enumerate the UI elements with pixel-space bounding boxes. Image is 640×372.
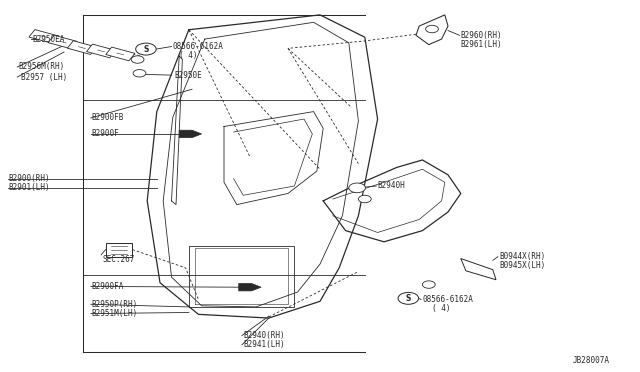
Text: B2940H: B2940H: [378, 182, 405, 190]
Circle shape: [358, 195, 371, 203]
Circle shape: [398, 292, 419, 304]
Text: B2940(RH): B2940(RH): [243, 331, 285, 340]
Polygon shape: [106, 47, 135, 61]
Polygon shape: [86, 44, 116, 58]
Text: S: S: [406, 294, 411, 303]
Polygon shape: [29, 30, 58, 43]
Circle shape: [136, 43, 156, 55]
Polygon shape: [461, 259, 496, 280]
Polygon shape: [416, 15, 448, 45]
Text: B2900FB: B2900FB: [92, 113, 124, 122]
Text: 08566-6162A: 08566-6162A: [173, 42, 223, 51]
Text: B2901(LH): B2901(LH): [8, 183, 50, 192]
Polygon shape: [48, 35, 77, 49]
Bar: [106, 243, 132, 257]
Text: 08566-6162A: 08566-6162A: [422, 295, 473, 304]
Text: B2961(LH): B2961(LH): [461, 40, 502, 49]
Polygon shape: [67, 41, 97, 54]
Text: B2950E: B2950E: [174, 71, 202, 80]
Text: SEC.267: SEC.267: [102, 255, 135, 264]
Text: B2951M(LH): B2951M(LH): [92, 309, 138, 318]
Text: B2950P(RH): B2950P(RH): [92, 300, 138, 309]
Text: JB28007A: JB28007A: [573, 356, 610, 365]
Circle shape: [349, 183, 365, 193]
Text: B0944X(RH): B0944X(RH): [499, 252, 545, 261]
Polygon shape: [179, 130, 202, 138]
Text: B2956M(RH): B2956M(RH): [18, 62, 64, 71]
Text: B2900FA: B2900FA: [92, 282, 124, 291]
Polygon shape: [239, 283, 261, 291]
Text: B2941(LH): B2941(LH): [243, 340, 285, 349]
Circle shape: [131, 56, 144, 63]
Circle shape: [422, 281, 435, 288]
Circle shape: [133, 70, 146, 77]
Text: B0945X(LH): B0945X(LH): [499, 262, 545, 270]
Text: B2960(RH): B2960(RH): [461, 31, 502, 40]
Text: B2957 (LH): B2957 (LH): [21, 73, 67, 81]
Text: B2950EA: B2950EA: [32, 35, 65, 44]
Text: B2900(RH): B2900(RH): [8, 174, 50, 183]
Text: S: S: [143, 45, 148, 54]
Text: ( 4): ( 4): [179, 51, 198, 60]
Circle shape: [426, 25, 438, 33]
Text: B2900F: B2900F: [92, 129, 119, 138]
Text: ( 4): ( 4): [432, 304, 451, 313]
